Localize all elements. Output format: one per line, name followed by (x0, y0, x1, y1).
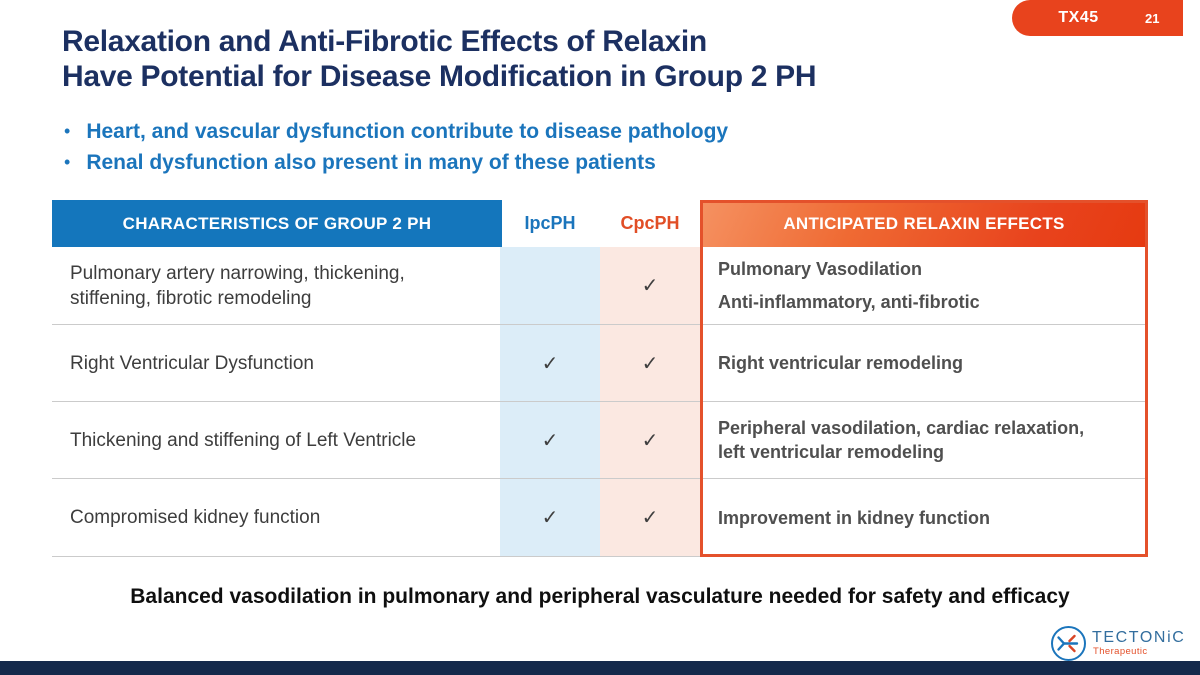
tectonic-logo: TECTONiC Therapeutic (1050, 625, 1185, 662)
tx45-badge: TX45 21 (1012, 0, 1183, 36)
slide-title: Relaxation and Anti-Fibrotic Effects of … (62, 24, 1012, 94)
effects-cell: Pulmonary Vasodilation Anti-inflammatory… (718, 247, 1098, 324)
check-icon: ✓ (641, 429, 659, 452)
effect-line: Peripheral vasodilation, cardiac relaxat… (718, 418, 1085, 462)
page-number: 21 (1145, 10, 1160, 26)
ipcph-column-band (500, 247, 600, 557)
takeaway-statement: Balanced vasodilation in pulmonary and p… (130, 585, 1070, 608)
effects-cell: Right ventricular remodeling (718, 325, 1098, 401)
logo-text: TECTONiC Therapeutic (1092, 625, 1185, 658)
check-icon: ✓ (541, 429, 559, 452)
cpcph-column-band (600, 247, 700, 557)
table-header-row: CHARACTERISTICS OF GROUP 2 PH IpcPH CpcP… (52, 200, 1148, 247)
effect-line: Anti-inflammatory, anti-fibrotic (718, 292, 980, 312)
characteristic-cell: Thickening and stiffening of Left Ventri… (70, 429, 417, 451)
table-row: Right Ventricular Dysfunction ✓ ✓ Right … (52, 325, 1148, 402)
effect-line: Right ventricular remodeling (718, 353, 964, 373)
effect-line: Improvement in kidney function (718, 507, 991, 528)
check-icon: ✓ (541, 352, 559, 375)
table-body: Pulmonary artery narrowing, thickening, … (52, 247, 1148, 557)
check-icon: ✓ (541, 507, 559, 529)
header-ipcph: IpcPH (524, 213, 576, 233)
characteristic-cell: Pulmonary artery narrowing, thickening, … (70, 262, 405, 309)
slide-title-line1: Relaxation and Anti-Fibrotic Effects of … (62, 25, 707, 58)
compound-label: TX45 (1058, 9, 1099, 26)
table-row: Thickening and stiffening of Left Ventri… (52, 402, 1148, 479)
effects-cell: Peripheral vasodilation, cardiac relaxat… (718, 402, 1098, 478)
effects-cell: Improvement in kidney function (718, 479, 1098, 556)
bullet-item: • Renal dysfunction also present in many… (64, 149, 964, 176)
check-icon (500, 247, 600, 324)
characteristic-cell: Right Ventricular Dysfunction (70, 352, 314, 374)
header-characteristics: CHARACTERISTICS OF GROUP 2 PH (52, 200, 502, 247)
characteristic-cell: Compromised kidney function (70, 507, 321, 528)
logo-subtitle: Therapeutic (1093, 646, 1148, 657)
comparison-table: CHARACTERISTICS OF GROUP 2 PH IpcPH CpcP… (52, 200, 1148, 557)
bullet-dot-icon: • (64, 121, 71, 141)
effect-line: Pulmonary Vasodilation (718, 259, 923, 279)
bullet-dot-icon: • (64, 152, 71, 172)
tectonic-logo-icon (1051, 626, 1086, 661)
bullet-text: Heart, and vascular dysfunction contribu… (86, 120, 729, 143)
bullet-text: Renal dysfunction also present in many o… (86, 151, 656, 174)
bullet-list: • Heart, and vascular dysfunction contri… (64, 118, 964, 180)
check-icon: ✓ (641, 507, 659, 529)
slide-title-line2: Have Potential for Disease Modification … (62, 60, 817, 93)
bullet-item: • Heart, and vascular dysfunction contri… (64, 118, 964, 145)
footer-bar (0, 661, 1200, 675)
check-icon: ✓ (641, 352, 659, 375)
header-cpcph: CpcPH (620, 213, 680, 233)
check-icon: ✓ (641, 275, 659, 297)
table-row: Pulmonary artery narrowing, thickening, … (52, 247, 1148, 325)
header-relaxin-effects: ANTICIPATED RELAXIN EFFECTS (700, 200, 1148, 247)
logo-wordmark: TECTONiC (1092, 629, 1186, 646)
table-row: Compromised kidney function ✓ ✓ Improvem… (52, 479, 1148, 557)
